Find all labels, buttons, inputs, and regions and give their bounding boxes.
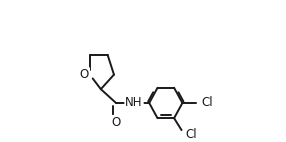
Text: NH: NH xyxy=(125,96,143,109)
Text: Cl: Cl xyxy=(185,128,197,141)
Text: O: O xyxy=(80,68,89,81)
Text: O: O xyxy=(112,116,121,129)
Text: Cl: Cl xyxy=(202,96,213,109)
